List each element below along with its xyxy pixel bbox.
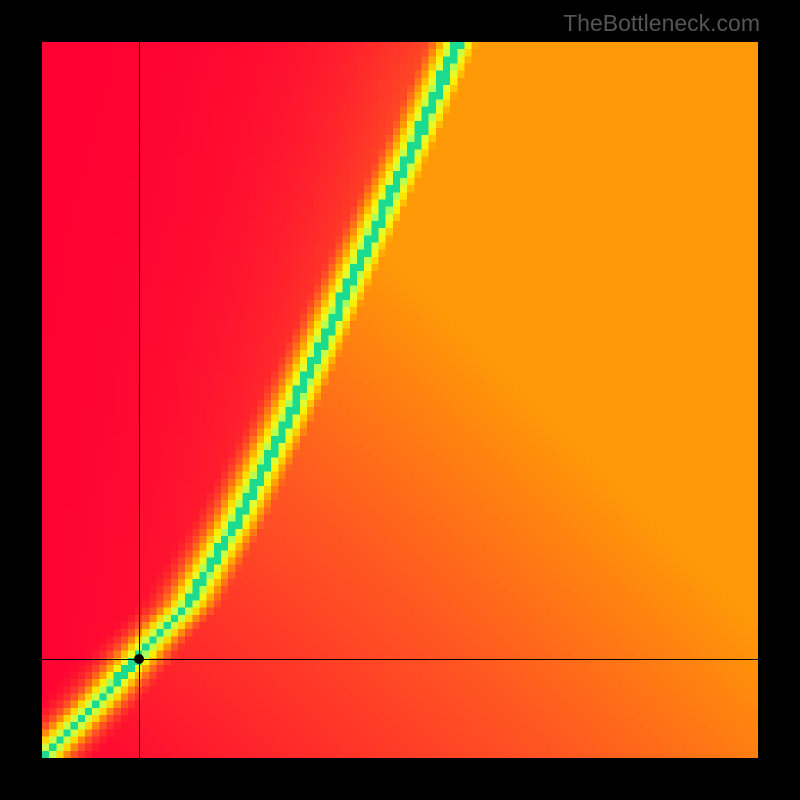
watermark-text: TheBottleneck.com <box>563 10 760 37</box>
crosshair-vertical <box>139 42 140 758</box>
bottleneck-heatmap <box>42 42 758 758</box>
plot-outer: TheBottleneck.com <box>0 0 800 800</box>
crosshair-horizontal <box>42 659 758 660</box>
marker-point <box>134 654 144 664</box>
